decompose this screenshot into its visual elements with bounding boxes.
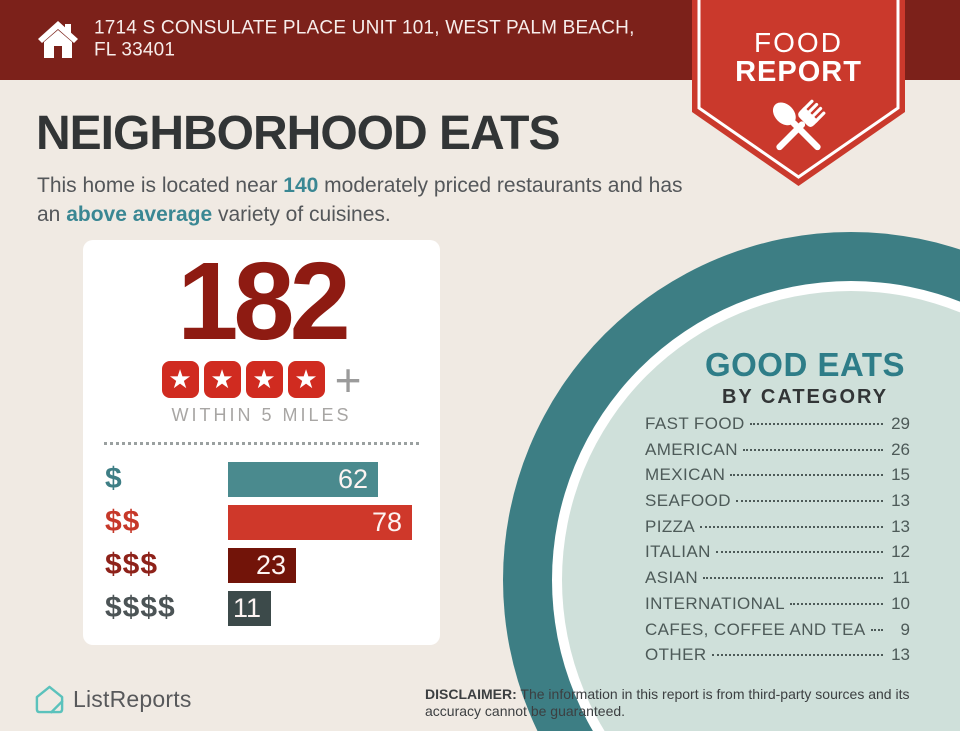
dot-leader <box>730 474 883 477</box>
category-value: 13 <box>891 645 910 665</box>
dot-leader <box>715 551 883 554</box>
good-eats-subtitle: BY CATEGORY <box>721 386 889 408</box>
price-tier-bar: 11 <box>228 590 271 626</box>
category-label: ASIAN <box>645 568 699 588</box>
restaurant-count: 182 <box>177 240 351 363</box>
dot-leader <box>742 448 883 451</box>
food-report-badge: FOOD REPORT <box>692 0 905 186</box>
star-icon: ★ <box>245 361 283 398</box>
category-row: CAFES, COFFEE AND TEA 9 <box>645 620 910 646</box>
home-icon <box>38 21 78 58</box>
category-row: OTHER 13 <box>645 645 910 671</box>
category-row: ASIAN 11 <box>645 568 910 594</box>
price-tier-value: 23 <box>255 549 286 580</box>
category-label: INTERNATIONAL <box>645 593 785 613</box>
plus-icon: + <box>334 353 362 406</box>
subtitle-text: moderately priced restaurants and has an <box>37 174 683 226</box>
listreports-brand: ListReports <box>34 684 192 715</box>
crossed-spoon-fork-icon <box>772 99 826 151</box>
category-row: AMERICAN 26 <box>645 440 910 466</box>
subtitle: This home is located near 140 moderately… <box>37 172 692 230</box>
price-tier-bar: 78 <box>228 504 412 540</box>
dot-leader <box>711 654 883 657</box>
disclaimer-text: The information in this report is from t… <box>425 686 910 720</box>
price-tier-value: 62 <box>337 463 368 494</box>
subtitle-text: This home is located near <box>37 174 284 197</box>
good-eats-heading: GOOD EATS BY CATEGORY <box>562 346 960 409</box>
listreports-logo-icon <box>35 685 64 714</box>
badge-line1: FOOD <box>754 27 843 58</box>
category-row: ITALIAN 12 <box>645 542 910 568</box>
price-bar-row: $$ 78 <box>105 504 440 540</box>
dot-leader <box>749 423 883 425</box>
badge-line2: REPORT <box>735 56 862 88</box>
radius-caption: WITHIN 5 MILES <box>171 404 352 425</box>
price-bar-row: $$$$ 11 <box>105 590 440 626</box>
page-title: NEIGHBORHOOD EATS <box>36 107 560 160</box>
price-bar-chart: $62 $$ 78 $$$ 23 $$$$ 11 <box>105 461 440 626</box>
category-row: PIZZA 13 <box>645 517 910 543</box>
category-label: SEAFOOD <box>645 491 731 511</box>
good-eats-title: GOOD EATS <box>704 346 906 383</box>
category-value: 12 <box>891 542 910 562</box>
category-value: 9 <box>900 619 910 639</box>
category-row: MEXICAN 15 <box>645 465 910 491</box>
price-tier-label: $ <box>105 462 123 495</box>
category-value: 10 <box>891 593 910 613</box>
subtitle-accent: 140 <box>283 174 319 197</box>
price-bar-row: $62 <box>105 461 440 497</box>
dot-leader <box>703 577 883 580</box>
disclaimer: DISCLAIMER: The information in this repo… <box>425 686 937 720</box>
stars-row: ★ ★ ★ ★ + <box>83 353 440 406</box>
price-tier-label: $$ <box>105 505 141 538</box>
dot-leader <box>870 628 883 631</box>
category-label: ITALIAN <box>645 542 711 562</box>
price-tier-value: 11 <box>232 592 261 623</box>
dashed-divider <box>104 441 419 445</box>
category-label: AMERICAN <box>645 439 738 459</box>
category-row: INTERNATIONAL 10 <box>645 594 910 620</box>
category-label: FAST FOOD <box>645 414 745 433</box>
category-value: 13 <box>891 491 910 511</box>
category-label: MEXICAN <box>645 465 726 485</box>
price-tier-bar: 23 <box>228 547 296 583</box>
price-tier-value: 78 <box>371 506 402 537</box>
stats-card: 182 ★ ★ ★ ★ + WITHIN 5 MILES $62 $$ 78 $$$ 23 $$$… <box>83 240 440 645</box>
category-value: 13 <box>891 516 910 536</box>
category-value: 26 <box>891 439 910 459</box>
category-row: SEAFOOD 13 <box>645 491 910 517</box>
category-value: 29 <box>891 414 910 433</box>
subtitle-accent: above average <box>66 202 213 226</box>
star-icon: ★ <box>203 361 241 398</box>
good-eats-circle: GOOD EATS BY CATEGORY FAST FOOD 29 AMERICA… <box>562 291 960 731</box>
star-icon: ★ <box>287 361 325 398</box>
property-address: 1714 S CONSULATE PLACE UNIT 101, WEST PA… <box>94 17 635 61</box>
category-label: OTHER <box>645 645 707 665</box>
brand-name: ListReports <box>73 686 192 712</box>
star-icon: ★ <box>161 361 199 398</box>
price-tier-label: $$$$ <box>105 591 176 624</box>
category-label: PIZZA <box>645 516 696 536</box>
category-row: FAST FOOD 29 <box>645 414 910 440</box>
price-tier-label: $$$ <box>105 548 159 581</box>
dot-leader <box>735 500 883 503</box>
category-label: CAFES, COFFEE AND TEA <box>645 619 866 639</box>
category-value: 11 <box>892 568 910 588</box>
category-list: FAST FOOD 29 AMERICAN 26 MEXICAN 15 SEAFOOD 13 P… <box>645 414 910 671</box>
category-value: 15 <box>891 465 910 485</box>
subtitle-text: variety of cuisines. <box>212 202 391 226</box>
price-bar-row: $$$ 23 <box>105 547 440 583</box>
dot-leader <box>700 525 883 528</box>
price-tier-bar: 62 <box>228 461 378 497</box>
dot-leader <box>789 602 883 605</box>
disclaimer-label: DISCLAIMER: <box>425 686 517 702</box>
